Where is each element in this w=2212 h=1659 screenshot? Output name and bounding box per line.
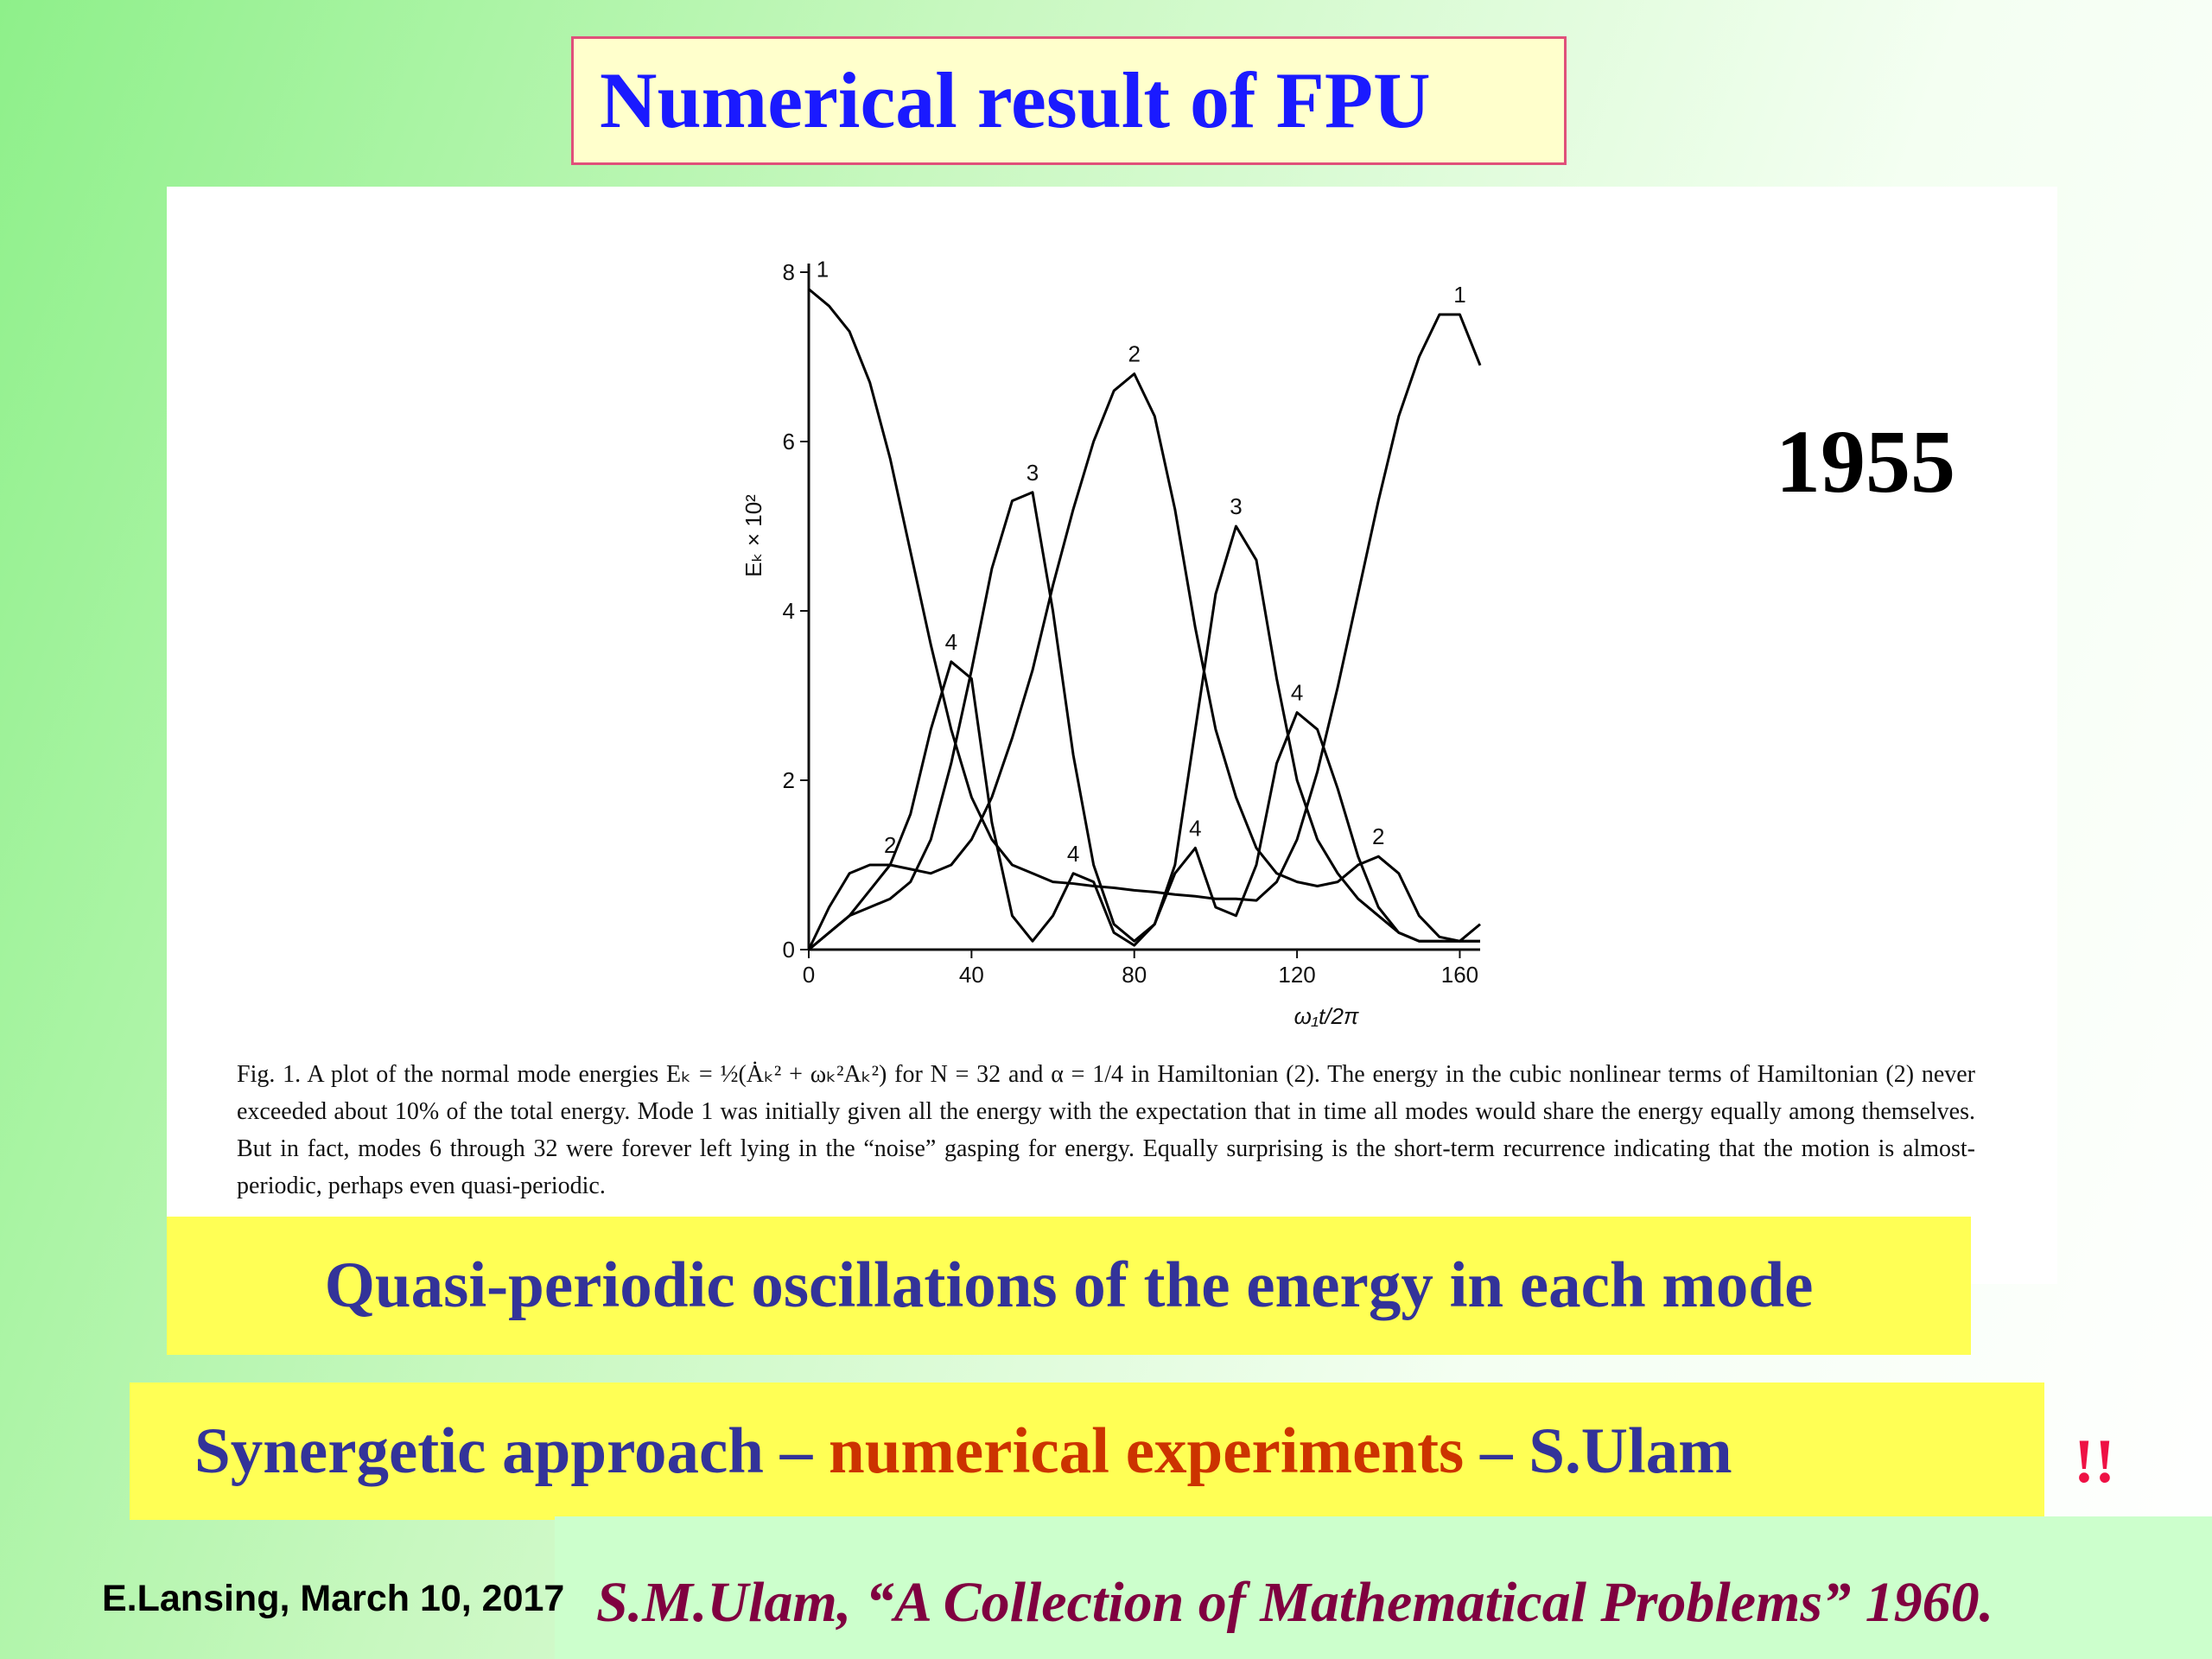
y-tick-label: 8 (783, 259, 795, 285)
footer: E.Lansing, March 10, 2017 (102, 1578, 565, 1619)
curve-label: 4 (945, 629, 957, 655)
curve-label: 4 (1189, 815, 1201, 841)
series-line (808, 660, 1480, 951)
curve-label: 1 (1453, 282, 1465, 308)
y-tick-label: 4 (783, 598, 795, 624)
x-tick-label: 0 (803, 962, 815, 988)
year-label: 1955 (1776, 412, 1955, 512)
x-tick-label: 40 (959, 962, 984, 988)
curve-label: 2 (1128, 341, 1140, 367)
curve-label: 1 (817, 257, 829, 283)
x-tick-label: 160 (1441, 962, 1478, 988)
reference: S.M.Ulam, “A Collection of Mathematical … (555, 1516, 2212, 1659)
figure-panel (167, 187, 2057, 1284)
curve-label: 4 (1291, 680, 1303, 706)
text: Synergetic approach – (194, 1415, 829, 1487)
curve-label: 3 (1230, 493, 1242, 519)
slide-title: Numerical result of FPU (571, 36, 1567, 165)
y-axis-label: Eₖ × 10² (741, 494, 766, 577)
x-tick-label: 80 (1122, 962, 1147, 988)
x-axis-label: ω₁t/2π (1294, 1003, 1359, 1029)
text: numerical experiments (829, 1415, 1465, 1487)
series-line (808, 288, 1482, 902)
curve-label: 2 (1372, 823, 1384, 849)
y-tick-label: 2 (783, 767, 795, 793)
series-line (808, 491, 1480, 951)
figure-caption: Fig. 1. A plot of the normal mode energi… (237, 1061, 1976, 1199)
y-tick-label: 6 (783, 429, 795, 454)
highlight-box: Synergetic approach – numerical experime… (130, 1382, 2044, 1520)
exclamation: !! (2074, 1427, 2115, 1496)
text: – S.Ulam (1464, 1415, 1732, 1487)
curve-label: 2 (884, 832, 896, 858)
y-tick-label: 0 (783, 937, 795, 963)
curve-label: 3 (1027, 460, 1039, 486)
series-line (807, 372, 1481, 950)
highlight-box: Quasi-periodic oscillations of the energ… (167, 1217, 1971, 1355)
curve-label: 4 (1067, 841, 1079, 867)
x-tick-label: 120 (1278, 962, 1315, 988)
